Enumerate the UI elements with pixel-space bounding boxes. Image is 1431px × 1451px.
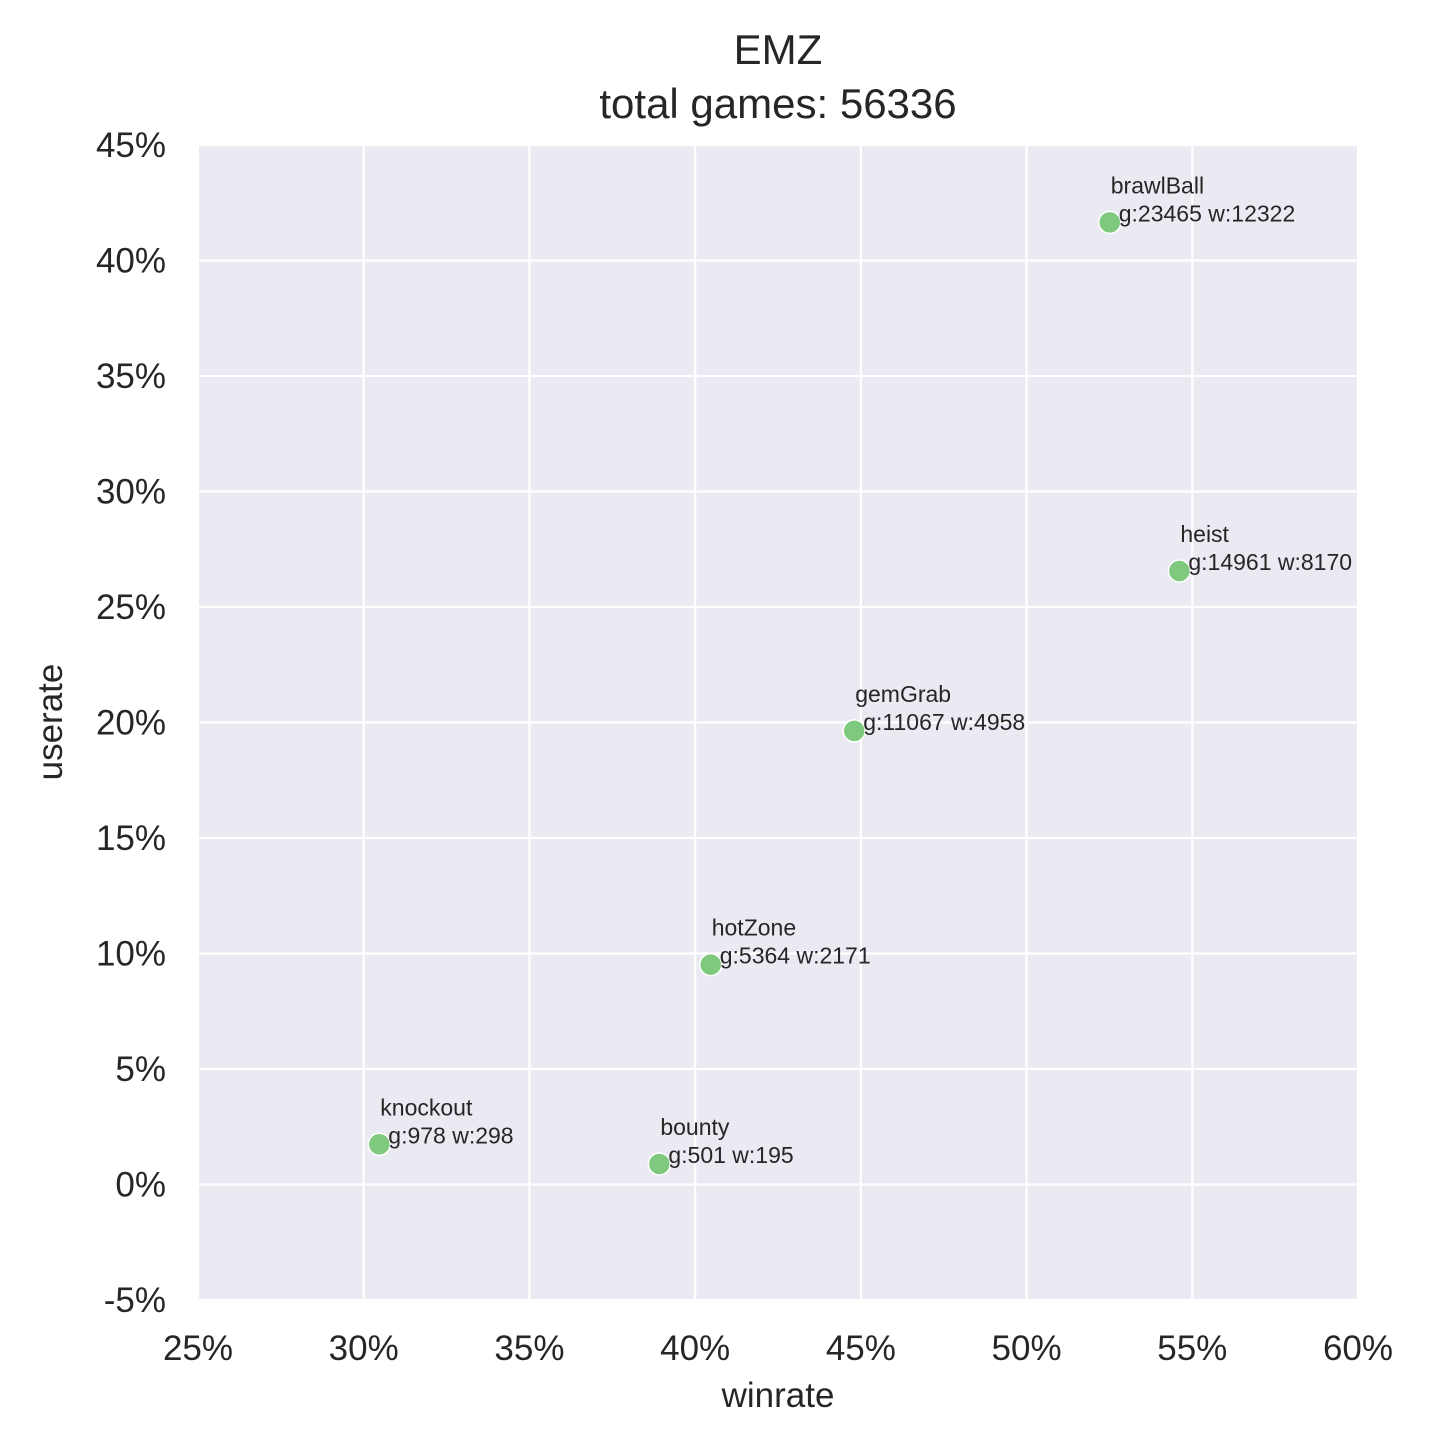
grid-lines	[196, 143, 1360, 1302]
x-tick-label: 35%	[494, 1329, 564, 1368]
x-tick-label: 40%	[660, 1329, 730, 1368]
y-tick-label: 40%	[96, 242, 166, 281]
point-gemGrab	[842, 719, 866, 743]
x-axis-label: winrate	[721, 1376, 835, 1415]
y-tick-label: 45%	[96, 126, 166, 165]
y-tick-label: -5%	[104, 1281, 166, 1320]
point-brawlBall	[1098, 210, 1122, 235]
point-mode-label: hotZone	[712, 915, 796, 941]
point-heist	[1167, 559, 1192, 583]
x-tick-label: 55%	[1157, 1329, 1227, 1368]
point-detail-label: g:5364 w:2171	[720, 943, 871, 969]
point-detail-label: g:11067 w:4958	[863, 709, 1025, 735]
point-mode-label: knockout	[380, 1094, 473, 1120]
y-tick-labels: -5% 0% 5% 10% 15% 20% 25% 30% 35% 40% 45%	[96, 126, 166, 1320]
y-tick-label: 35%	[96, 357, 166, 396]
point-detail-label: g:978 w:298	[388, 1122, 513, 1148]
y-tick-label: 0%	[115, 1166, 166, 1205]
point-hotZone	[698, 952, 723, 977]
chart-subtitle: total games: 56336	[599, 80, 956, 127]
point-detail-label: g:23465 w:12322	[1119, 200, 1296, 226]
x-tick-label: 50%	[992, 1329, 1062, 1368]
chart-title: EMZ	[734, 26, 823, 73]
point-mode-label: gemGrab	[855, 681, 951, 707]
x-tick-label: 30%	[329, 1329, 399, 1368]
point-knockout	[367, 1132, 392, 1157]
y-tick-label: 5%	[115, 1050, 166, 1089]
y-axis-label: userate	[31, 664, 70, 781]
data-points	[367, 210, 1192, 1176]
point-mode-label: bounty	[660, 1114, 730, 1140]
y-tick-label: 25%	[96, 588, 166, 627]
point-detail-label: g:14961 w:8170	[1188, 549, 1352, 575]
y-tick-label: 10%	[96, 935, 166, 974]
x-tick-label: 25%	[163, 1329, 233, 1368]
y-tick-label: 30%	[96, 473, 166, 512]
point-mode-label: heist	[1180, 521, 1229, 547]
x-tick-labels: 25% 30% 35% 40% 45% 50% 55% 60%	[163, 1329, 1393, 1368]
point-detail-label: g:501 w:195	[668, 1142, 793, 1168]
y-tick-label: 15%	[96, 819, 166, 858]
point-bounty	[647, 1152, 672, 1176]
x-tick-label: 60%	[1323, 1329, 1393, 1368]
point-mode-label: brawlBall	[1111, 172, 1204, 198]
x-tick-label: 45%	[826, 1329, 896, 1368]
y-tick-label: 20%	[96, 704, 166, 743]
